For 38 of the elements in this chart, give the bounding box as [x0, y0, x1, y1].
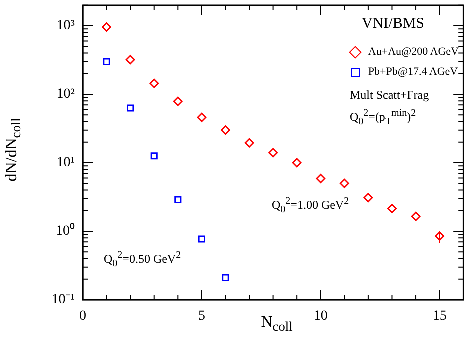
point — [244, 138, 254, 148]
x-tick-label: 10 — [314, 309, 328, 324]
legend-label: Au+Au@200 AGeV — [368, 46, 459, 58]
point — [174, 196, 182, 204]
x-tick-label: 15 — [432, 309, 447, 324]
annotation: VNI/BMS — [362, 16, 425, 33]
x-tick-label: 5 — [198, 309, 206, 324]
point — [292, 158, 302, 168]
point — [150, 78, 160, 88]
annotation: Q$_{0}$$^{2}$=0.50 GeV$^{2}$ — [104, 250, 182, 270]
point — [411, 212, 421, 222]
point — [103, 58, 110, 66]
point — [198, 236, 206, 243]
point — [127, 104, 134, 112]
point — [268, 148, 278, 158]
annotation: Q$_{0}$$^{2}$=1.00 GeV$^{2}$ — [272, 196, 350, 216]
x-axis-title: N$_{coll}$ — [261, 314, 293, 334]
point — [221, 126, 230, 136]
y-tick-label: 10² — [56, 87, 75, 102]
y-tick-label: 10⁻¹ — [52, 292, 75, 308]
point — [340, 178, 350, 188]
point — [222, 274, 230, 282]
x-tick-label: 0 — [80, 309, 86, 324]
point — [150, 152, 158, 160]
point — [173, 96, 183, 106]
legend-label: Pb+Pb@17.4 AGeV — [368, 66, 458, 78]
point — [197, 112, 207, 122]
annotation: Mult Scatt+Frag — [350, 88, 430, 103]
point — [126, 55, 136, 65]
point — [316, 174, 326, 184]
point — [388, 204, 397, 214]
y-tick-label: 10⁰ — [56, 223, 75, 240]
annotation: Q$_{0}$$^{2}$=(p$_{T}$$^{min}$)$^{2}$ — [350, 108, 416, 128]
y-tick-label: 10³ — [56, 18, 75, 34]
point — [102, 22, 112, 32]
point — [435, 232, 445, 242]
y-tick-label: 10¹ — [56, 156, 75, 171]
point — [364, 193, 374, 203]
